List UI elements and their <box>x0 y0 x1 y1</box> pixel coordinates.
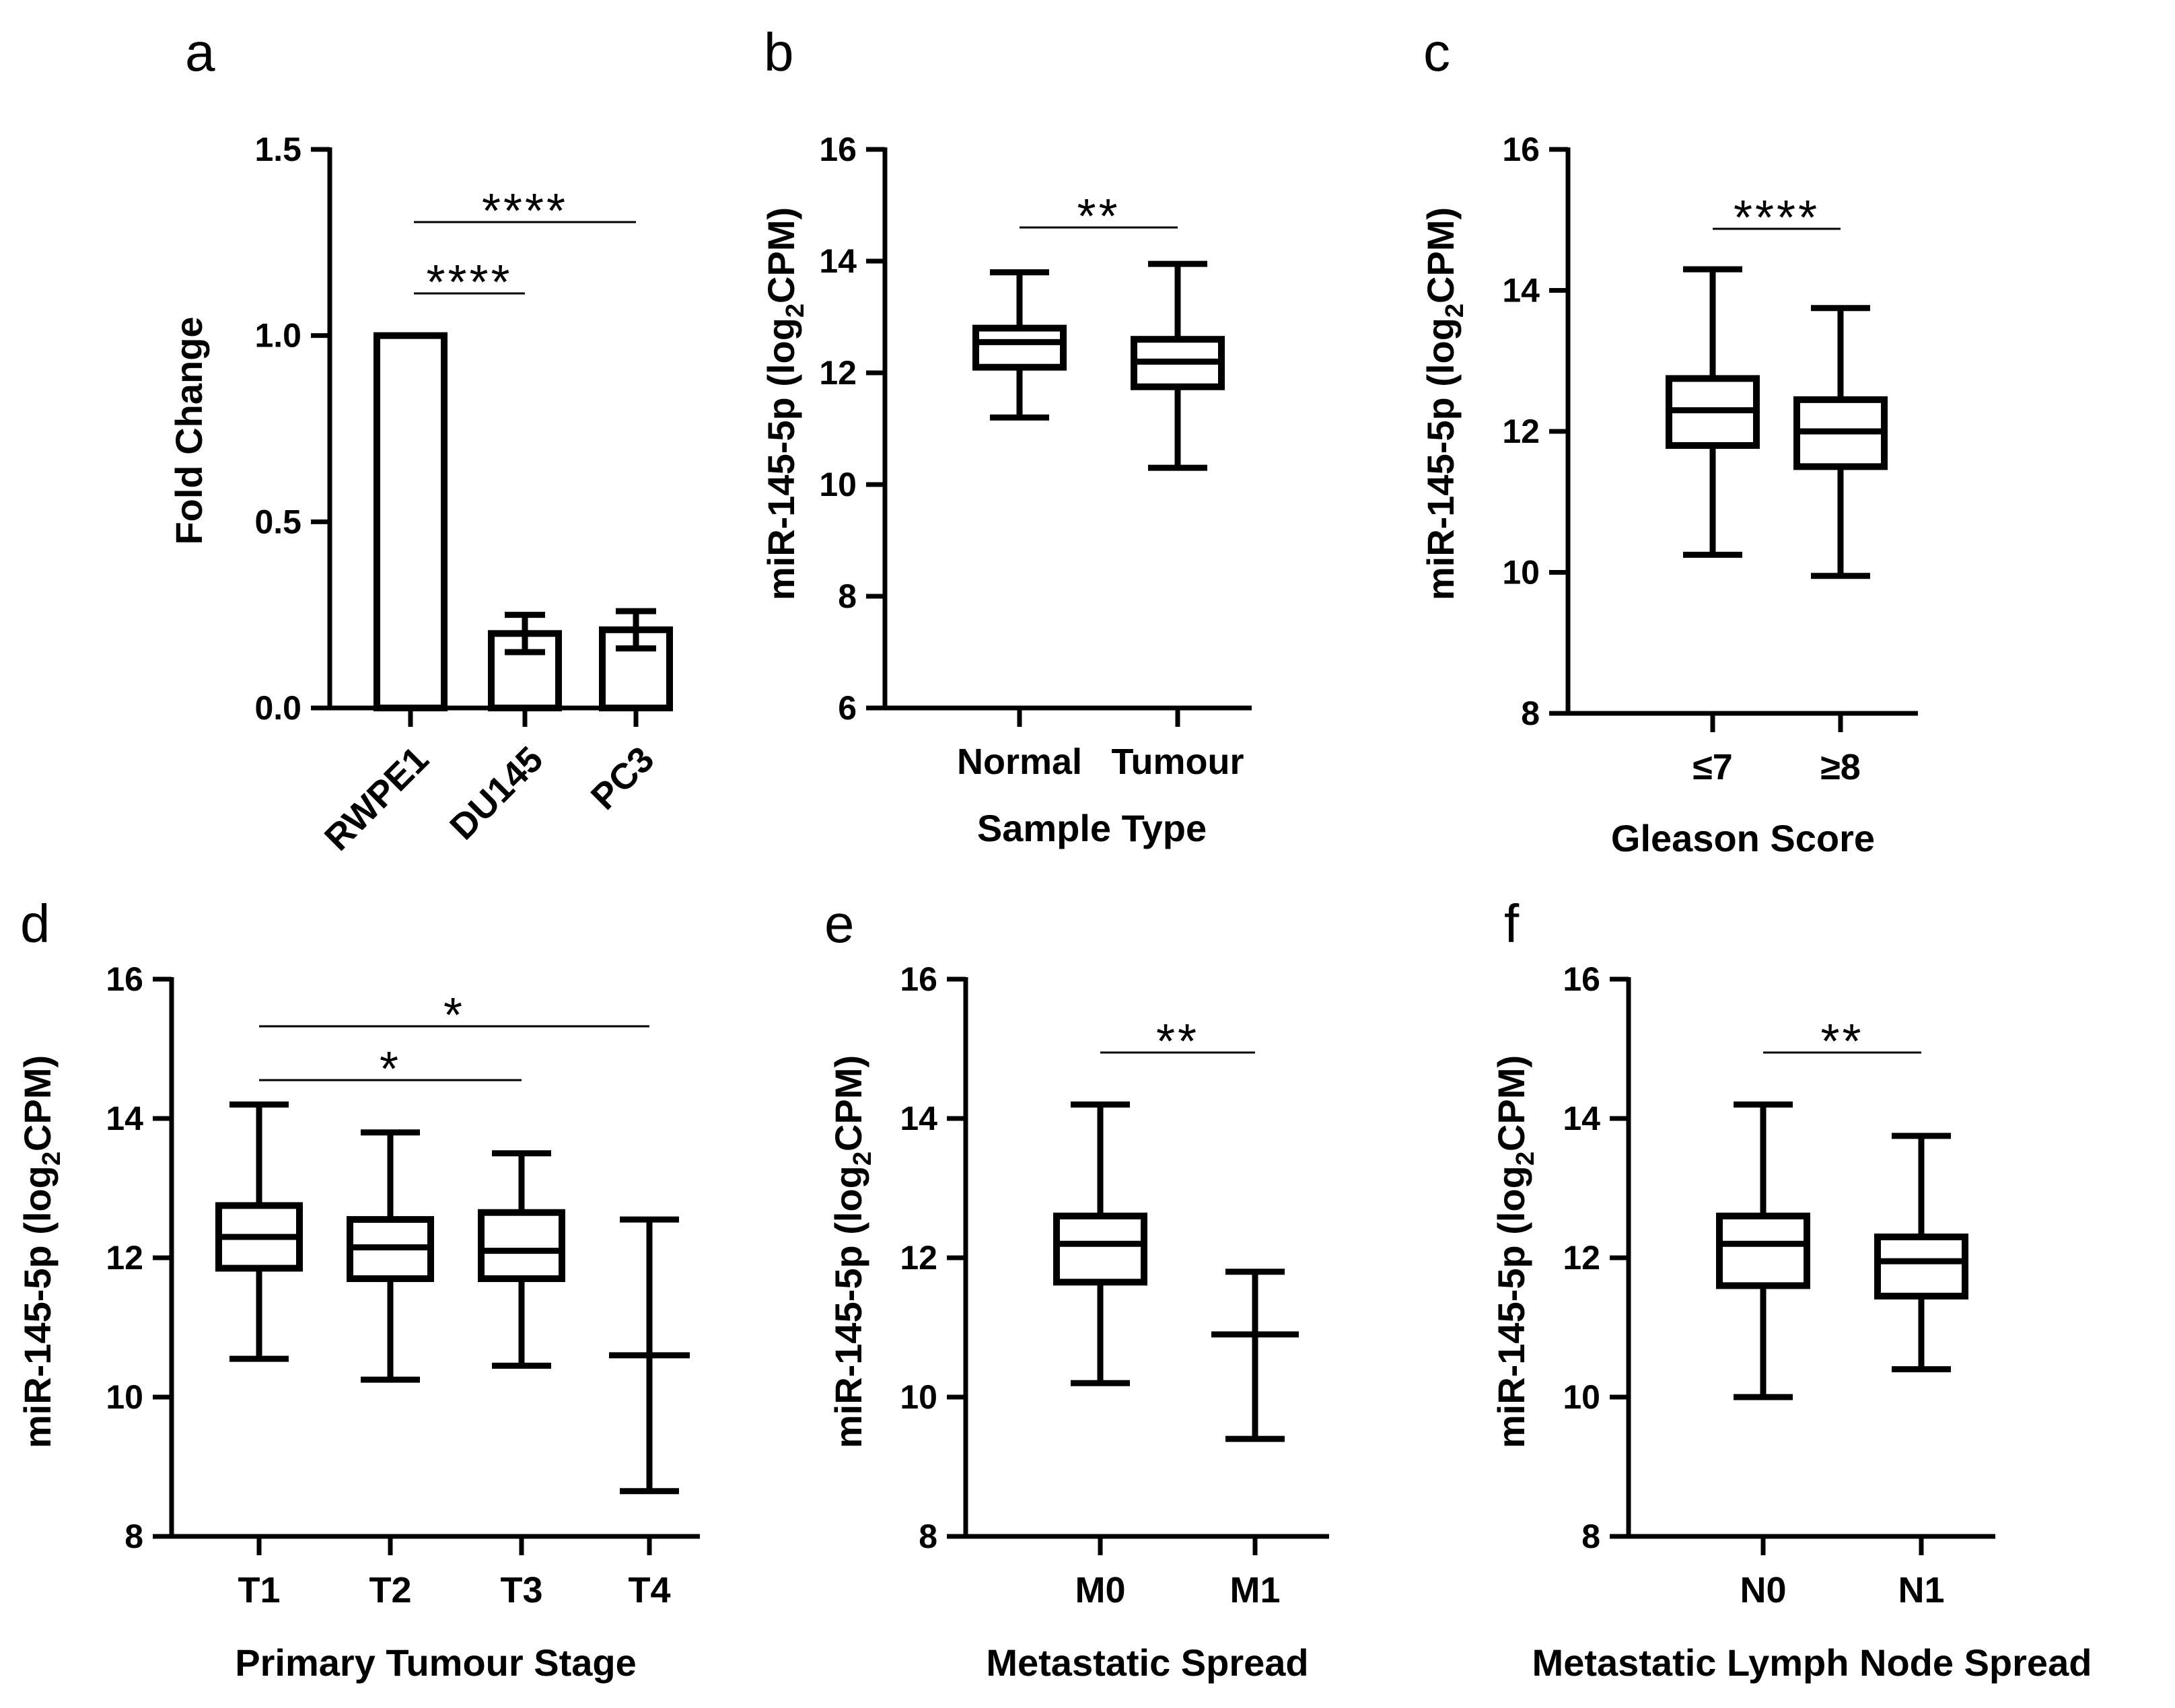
chart-panel-b: b 6 8 10 12 14 16 miR-145-5p (log2CPM) Normal Tum… <box>760 22 1252 849</box>
y-tick-label: 6 <box>838 689 857 727</box>
y-tick-label: 8 <box>838 577 857 615</box>
box <box>478 1209 565 1283</box>
y-tick-label: 12 <box>106 1239 143 1277</box>
chart-panel-d: d 8 10 12 14 16 miR-145-5p (log2CPM) T1 T2 T3 T4 Pr… <box>16 894 700 1684</box>
y-tick-label: 14 <box>900 1100 937 1137</box>
y-tick-label: 0.0 <box>254 689 301 727</box>
panel-letter: e <box>824 894 855 954</box>
category-label: Tumour <box>1112 742 1244 782</box>
y-tick-label: 12 <box>819 354 857 392</box>
y-tick-label: 0.5 <box>254 503 301 540</box>
category-label: M0 <box>1075 1570 1125 1610</box>
category-label: T2 <box>369 1570 411 1610</box>
panel-letter: c <box>1423 22 1450 82</box>
chart-panel-c: c 8 10 12 14 16 miR-145-5p (log2CPM) ≤7 ≥8 Gleaso… <box>1419 22 1918 859</box>
significance-label: ** <box>1077 190 1120 244</box>
x-axis-title: Primary Tumour Stage <box>235 1641 636 1684</box>
y-tick-label: 14 <box>106 1100 143 1137</box>
category-label: T4 <box>628 1570 670 1610</box>
y-axis-title: miR-145-5p (log2CPM) <box>827 1055 877 1448</box>
chart-panel-a: a 0.0 0.5 1.0 1.5 Fold Change RWPE1 DU145 PC3 ***… <box>168 22 673 859</box>
category-label: RWPE1 <box>317 739 437 859</box>
panel-letter: d <box>20 894 50 954</box>
y-axis-title: miR-145-5p (log2CPM) <box>760 207 810 600</box>
y-tick-label: 8 <box>1521 695 1540 732</box>
box <box>1716 1212 1810 1289</box>
box <box>1053 1212 1147 1286</box>
category-label: PC3 <box>583 739 662 818</box>
y-tick-label: 16 <box>1502 131 1540 168</box>
category-label: Normal <box>957 742 1082 782</box>
chart-panel-e: e 8 10 12 14 16 miR-145-5p (log2CPM) M0 M1 Metast… <box>824 894 1329 1684</box>
y-tick-label: 8 <box>919 1518 937 1555</box>
y-axis-title: miR-145-5p (log2CPM) <box>1490 1055 1540 1448</box>
y-tick-label: 16 <box>900 960 937 998</box>
y-axis-title: miR-145-5p (log2CPM) <box>1419 207 1469 600</box>
y-tick-label: 10 <box>900 1378 937 1416</box>
significance-label: **** <box>482 184 568 238</box>
chart-panel-f: f 8 10 12 14 16 miR-145-5p (log2CPM) N0 N1 Metast… <box>1490 894 2092 1684</box>
category-label: N0 <box>1740 1570 1786 1610</box>
y-tick-label: 14 <box>819 242 857 280</box>
category-label: M1 <box>1229 1570 1280 1610</box>
x-axis-title: Metastatic Spread <box>986 1641 1308 1684</box>
y-axis-title: Fold Change <box>168 316 210 544</box>
significance-label: ** <box>1156 1015 1199 1069</box>
y-tick-label: 16 <box>106 960 143 998</box>
y-tick-label: 10 <box>819 466 857 503</box>
category-label: T1 <box>238 1570 280 1610</box>
panel-letter: b <box>764 22 794 82</box>
x-axis-title: Sample Type <box>977 807 1207 849</box>
y-tick-label: 8 <box>124 1518 143 1555</box>
y-tick-label: 12 <box>1502 413 1540 450</box>
y-tick-label: 1.0 <box>254 317 301 355</box>
significance-label: * <box>443 989 465 1042</box>
y-tick-label: 8 <box>1581 1518 1600 1555</box>
category-label: DU145 <box>442 739 550 847</box>
y-tick-label: 10 <box>1502 554 1540 592</box>
box <box>1874 1233 1968 1300</box>
x-axis-title: Metastatic Lymph Node Spread <box>1532 1641 2092 1684</box>
category-label: ≤7 <box>1692 747 1733 787</box>
bar <box>373 332 448 711</box>
y-axis-title: miR-145-5p (log2CPM) <box>16 1055 66 1448</box>
significance-label: **** <box>1734 191 1820 245</box>
y-tick-label: 12 <box>900 1239 937 1277</box>
y-tick-label: 1.5 <box>254 131 301 168</box>
significance-label: ** <box>1820 1015 1863 1069</box>
category-label: T3 <box>500 1570 542 1610</box>
y-tick-label: 16 <box>819 131 857 168</box>
y-tick-label: 10 <box>1563 1378 1600 1416</box>
y-tick-label: 14 <box>1563 1100 1600 1137</box>
panel-letter: f <box>1504 894 1520 954</box>
y-tick-label: 16 <box>1563 960 1600 998</box>
box <box>972 324 1067 371</box>
x-axis-title: Gleason Score <box>1611 817 1875 859</box>
y-tick-label: 10 <box>106 1378 143 1416</box>
y-tick-label: 12 <box>1563 1239 1600 1277</box>
category-label: N1 <box>1898 1570 1944 1610</box>
panel-letter: a <box>185 22 215 82</box>
y-tick-label: 14 <box>1502 272 1540 310</box>
significance-label: **** <box>426 256 512 310</box>
category-label: ≥8 <box>1820 747 1861 787</box>
significance-label: * <box>380 1042 401 1096</box>
